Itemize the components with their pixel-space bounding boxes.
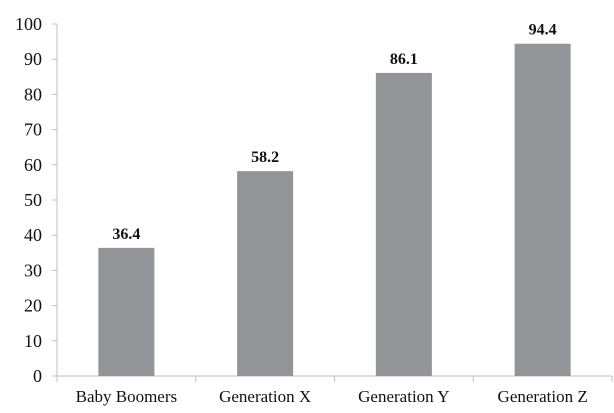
- data-label: 94.4: [529, 22, 557, 39]
- y-tick-label: 40: [24, 225, 42, 245]
- y-tick-label: 30: [24, 260, 42, 280]
- y-tick-label: 80: [24, 84, 42, 104]
- y-tick-label: 10: [24, 331, 42, 351]
- y-tick-label: 100: [15, 14, 42, 34]
- y-tick-label: 0: [33, 366, 42, 386]
- x-tick-label: Baby Boomers: [76, 387, 178, 406]
- y-tick-label: 60: [24, 155, 42, 175]
- y-tick-label: 90: [24, 49, 42, 69]
- bars: [98, 43, 571, 376]
- y-tick-label: 20: [24, 296, 42, 316]
- bar-generation-z: [514, 43, 571, 376]
- x-tick-label: Generation Y: [358, 387, 449, 406]
- x-axis: Baby Boomers Generation X Generation Y Gene…: [56, 375, 613, 406]
- y-tick-label: 50: [24, 190, 42, 210]
- x-tick-label: Generation Z: [498, 387, 588, 406]
- bar-generation-y: [375, 72, 432, 376]
- data-label: 58.2: [251, 149, 279, 166]
- y-tick-label: 70: [24, 120, 42, 140]
- bar-baby-boomers: [98, 247, 155, 376]
- x-tick-label: Generation X: [219, 387, 311, 406]
- data-labels: 36.4 58.2 86.1 94.4: [112, 22, 556, 243]
- y-axis: 0 10 20 30 40 50 60 70 80 90 100: [15, 14, 58, 386]
- data-label: 36.4: [112, 226, 140, 243]
- bar-generation-x: [237, 171, 294, 376]
- data-label: 86.1: [390, 51, 418, 68]
